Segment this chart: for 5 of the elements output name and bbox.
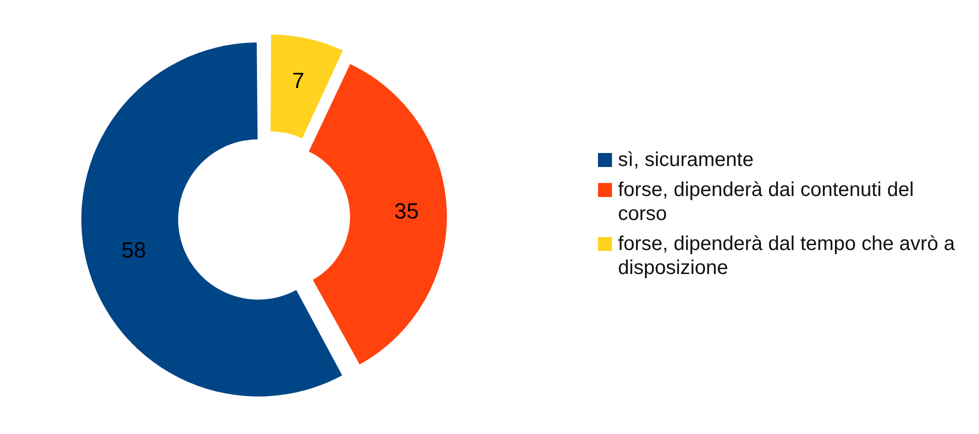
data-label: 7 — [292, 68, 304, 93]
legend-label: sì, sicuramente — [618, 148, 754, 172]
data-label: 35 — [394, 198, 419, 224]
legend-label: forse, dipenderà dal tempo che avrò a disposizione — [618, 232, 956, 280]
data-label: 58 — [122, 238, 146, 263]
